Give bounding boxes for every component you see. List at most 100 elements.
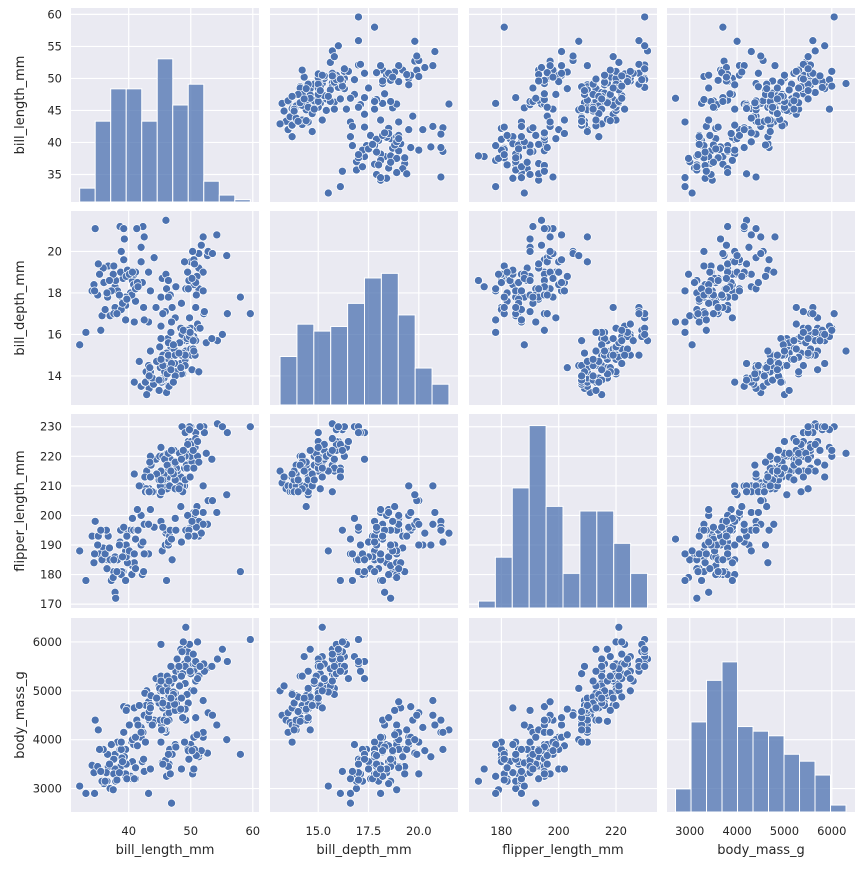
- scatter-point: [542, 68, 552, 78]
- scatter-point: [776, 377, 786, 387]
- scatter-point: [754, 68, 763, 78]
- scatter-point: [109, 555, 119, 565]
- scatter-point: [799, 472, 808, 482]
- scatter-point: [293, 707, 303, 716]
- scatter-point: [156, 321, 166, 331]
- scatter-point: [534, 140, 543, 149]
- scatter-point: [105, 276, 114, 285]
- scatter-point: [803, 422, 813, 432]
- scatter-point: [680, 317, 690, 327]
- scatter-point: [671, 93, 680, 103]
- scatter-point: [327, 446, 337, 455]
- scatter-point: [360, 93, 369, 102]
- scatter-point: [313, 428, 323, 437]
- scatter-point: [177, 693, 186, 703]
- scatter-point: [376, 173, 385, 183]
- scatter-point: [761, 140, 770, 150]
- scatter-point: [394, 697, 404, 707]
- scatter-point: [348, 549, 357, 559]
- scatter-point: [164, 292, 173, 302]
- scatter-point: [287, 690, 297, 699]
- scatter-point: [95, 269, 104, 279]
- scatter-point: [742, 359, 751, 368]
- scatter-point: [195, 422, 205, 432]
- scatter-point: [191, 522, 201, 532]
- scatter-point: [705, 131, 715, 140]
- scatter-point: [426, 142, 436, 152]
- scatter-point: [293, 475, 303, 485]
- scatter-point: [384, 570, 393, 579]
- scatter-point: [764, 525, 774, 535]
- scatter-point: [634, 59, 644, 69]
- scatter-point: [499, 303, 509, 312]
- scatter-point: [623, 654, 632, 664]
- scatter-point: [319, 674, 329, 683]
- scatter-point: [617, 336, 627, 346]
- scatter-point: [156, 292, 166, 302]
- scatter-point: [680, 549, 690, 559]
- y-tick-label: 210: [40, 479, 62, 493]
- scatter-point: [761, 457, 770, 467]
- y-tick-label: 3000: [33, 782, 62, 796]
- scatter-point: [577, 336, 586, 346]
- scatter-point: [166, 662, 176, 671]
- histogram-bar: [313, 330, 332, 406]
- histogram-bar: [690, 721, 708, 813]
- histogram-bar: [721, 661, 739, 813]
- scatter-point: [174, 484, 184, 494]
- scatter-point: [139, 303, 148, 312]
- scatter-point: [528, 83, 538, 93]
- y-tick-label: 60: [47, 7, 62, 21]
- scatter-point: [594, 715, 604, 725]
- scatter-point: [154, 375, 164, 385]
- scatter-point: [348, 767, 357, 776]
- scatter-point: [754, 82, 763, 92]
- scatter-point: [594, 132, 604, 142]
- scatter-point: [275, 466, 285, 476]
- scatter-point: [75, 781, 85, 791]
- scatter-point: [380, 128, 389, 138]
- scatter-point: [390, 502, 400, 511]
- scatter-point: [699, 525, 709, 535]
- scatter-point: [534, 76, 543, 86]
- scatter-point: [336, 94, 345, 104]
- scatter-point: [711, 144, 721, 154]
- x-axis-label-flipper-length: flipper_length_mm: [502, 843, 623, 858]
- x-tick-label: 50: [183, 824, 198, 838]
- panel-body_mass_g-vs-flipper_length_mm: [469, 618, 657, 812]
- scatter-point: [384, 713, 393, 723]
- histogram-bar: [414, 367, 433, 406]
- histogram-bar: [494, 556, 513, 609]
- scatter-point: [93, 259, 103, 269]
- scatter-point: [497, 278, 506, 287]
- scatter-point: [370, 22, 379, 32]
- scatter-point: [763, 346, 773, 356]
- scatter-point: [102, 288, 112, 298]
- scatter-point: [597, 693, 607, 703]
- scatter-point: [751, 172, 761, 182]
- scatter-point: [640, 330, 650, 339]
- scatter-point: [303, 666, 313, 676]
- scatter-point: [177, 764, 186, 774]
- scatter-point: [591, 386, 601, 395]
- scatter-point: [344, 437, 353, 446]
- scatter-point: [289, 106, 299, 116]
- scatter-point: [722, 72, 731, 82]
- scatter-point: [132, 224, 142, 233]
- scatter-point: [730, 120, 740, 130]
- scatter-point: [782, 490, 792, 500]
- scatter-point: [611, 701, 621, 710]
- x-axis-label-body-mass: body_mass_g: [717, 843, 805, 858]
- scatter-point: [810, 88, 820, 97]
- scatter-point: [803, 86, 813, 95]
- scatter-point: [364, 83, 373, 93]
- scatter-point: [577, 707, 586, 716]
- scatter-point: [765, 127, 775, 136]
- scatter-point: [327, 649, 337, 659]
- scatter-point: [360, 68, 369, 78]
- scatter-point: [171, 742, 181, 752]
- scatter-point: [780, 70, 789, 80]
- scatter-point: [116, 247, 126, 256]
- scatter-point: [90, 549, 99, 559]
- scatter-point: [815, 446, 825, 455]
